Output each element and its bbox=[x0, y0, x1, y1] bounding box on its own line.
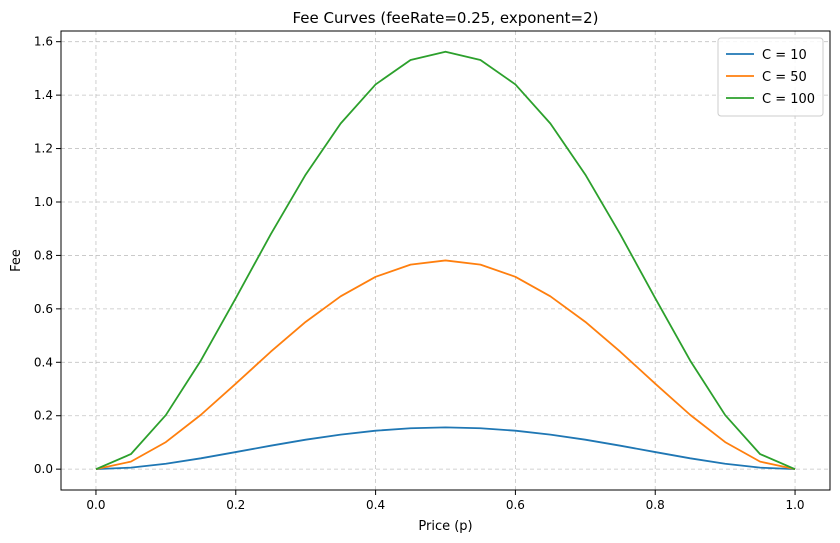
x-tick-label: 0.2 bbox=[226, 498, 245, 512]
chart-title: Fee Curves (feeRate=0.25, exponent=2) bbox=[293, 9, 599, 27]
x-tick-label: 1.0 bbox=[785, 498, 804, 512]
series-line-1 bbox=[95, 426, 796, 471]
x-tick-label: 0.0 bbox=[86, 498, 105, 512]
plot-frame bbox=[60, 30, 831, 491]
y-tick-label: 0.8 bbox=[34, 248, 53, 262]
y-tick-label: 0.6 bbox=[34, 302, 53, 316]
grid bbox=[61, 31, 830, 490]
y-axis-label: Fee bbox=[9, 249, 24, 272]
x-axis-label: Price (p) bbox=[418, 519, 472, 534]
series-layer bbox=[95, 50, 796, 471]
x-tick-label: 0.4 bbox=[366, 498, 385, 512]
y-tick-label: 1.2 bbox=[34, 142, 53, 156]
y-tick-label: 1.4 bbox=[34, 88, 53, 102]
legend-label-2: C = 50 bbox=[762, 70, 807, 85]
legend-box bbox=[717, 37, 824, 117]
x-tick-label: 0.6 bbox=[506, 498, 525, 512]
ticks: 0.0 0.2 0.4 0.6 0.8 1.0 0.0 0.2 0.4 0.6 0.8 1.0 1.2 1… bbox=[34, 35, 805, 512]
y-tick-label: 0.4 bbox=[34, 355, 53, 369]
series-line-2 bbox=[95, 259, 796, 471]
y-tick-label: 0.2 bbox=[34, 409, 53, 423]
y-tick-label: 1.6 bbox=[34, 35, 53, 49]
legend-label-1: C = 10 bbox=[762, 48, 807, 63]
y-tick-label: 1.0 bbox=[34, 195, 53, 209]
x-tick-label: 0.8 bbox=[646, 498, 665, 512]
series-line-3 bbox=[95, 50, 796, 470]
legend: C = 10 C = 50 C = 100 bbox=[717, 37, 824, 117]
y-tick-label: 0.0 bbox=[34, 462, 53, 476]
legend-label-3: C = 100 bbox=[762, 92, 815, 107]
